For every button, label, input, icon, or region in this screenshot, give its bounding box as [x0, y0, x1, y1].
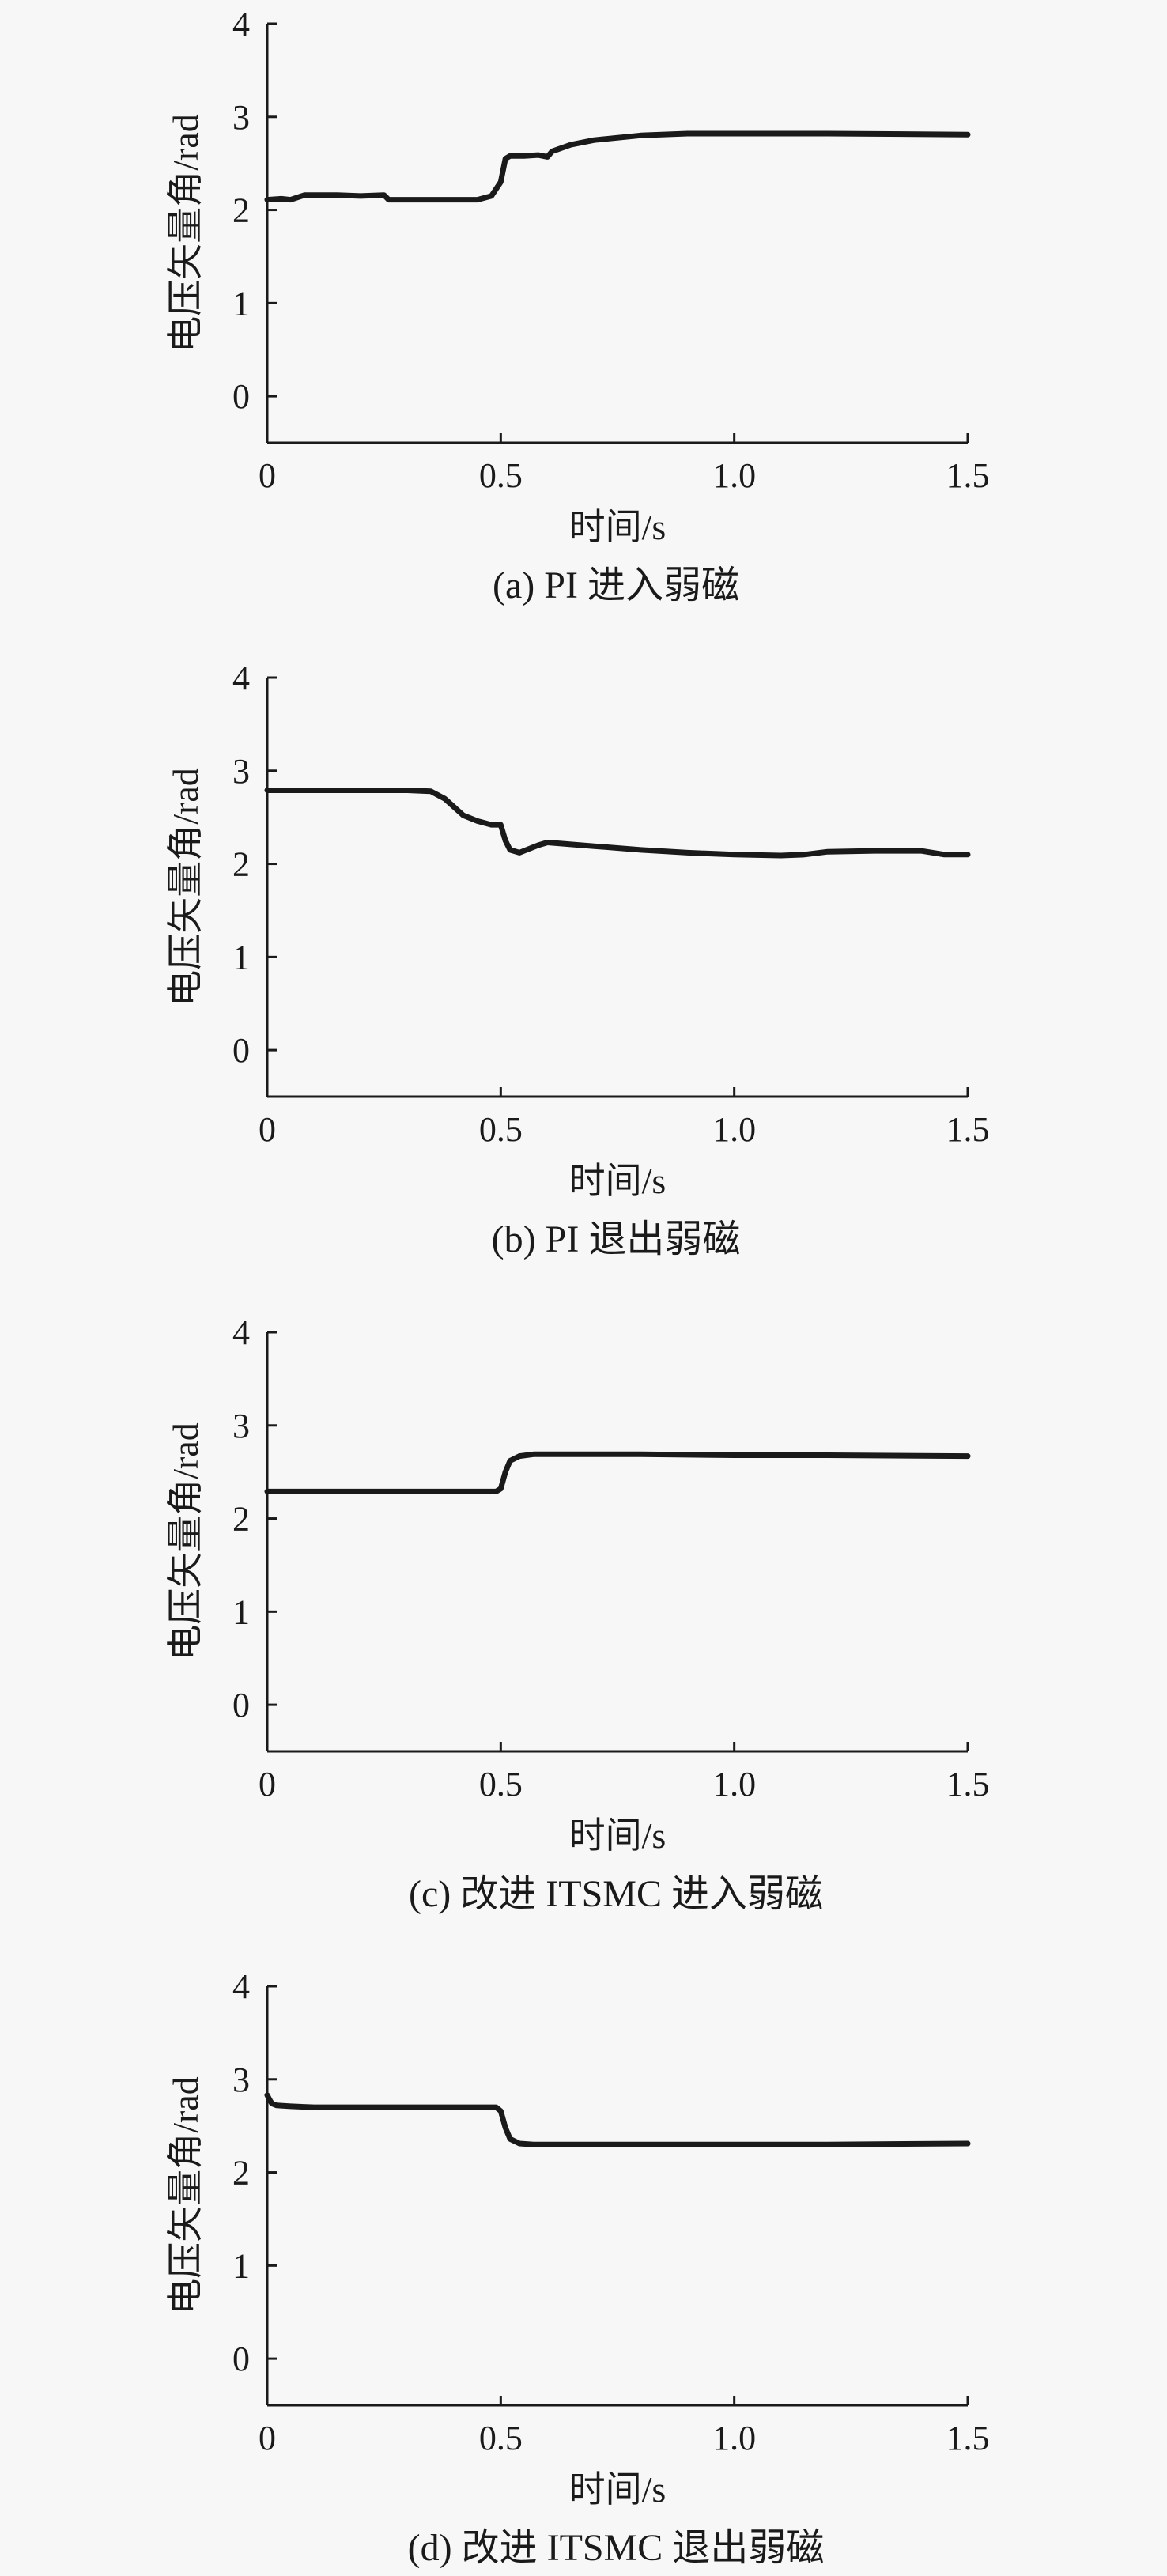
y-axis-label: 电压矢量角/rad	[165, 2076, 206, 2315]
x-tick-label: 0.5	[479, 1110, 523, 1149]
y-tick-label: 1	[232, 284, 250, 323]
x-tick-label: 1.0	[712, 2419, 756, 2457]
chart-panel-b: 0 1 2 3 4 0 0.5 1.0 1.5 时间/s 电压矢量角/rad (b) PI 退出弱磁	[165, 659, 990, 1260]
y-tick-label: 2	[232, 1500, 250, 1539]
x-tick-label: 1.5	[946, 1110, 990, 1149]
y-tick-label: 2	[232, 845, 250, 884]
y-tick-label: 4	[232, 659, 250, 697]
chart-panel-a: 0 1 2 3 4 0 0.5 1.0 1.5 时间/s 电压矢量角/rad (a) PI 进入弱磁	[165, 5, 990, 606]
x-tick-label: 1.0	[712, 456, 756, 495]
x-tick-label: 0	[259, 2419, 276, 2457]
y-tick-label: 4	[232, 1313, 250, 1352]
x-tick-label: 0	[259, 456, 276, 495]
chart-panel-c: 0 1 2 3 4 0 0.5 1.0 1.5 时间/s 电压矢量角/rad (c) 改进 ITSMC…	[165, 1313, 990, 1915]
y-tick-label: 3	[232, 2060, 250, 2099]
x-tick-label: 0	[259, 1765, 276, 1804]
y-tick-label: 4	[232, 5, 250, 43]
panel-caption: (b) PI 退出弱磁	[492, 1218, 741, 1260]
x-tick-label: 1.5	[946, 456, 990, 495]
x-tick-label: 1.5	[946, 2419, 990, 2457]
series-line	[264, 1451, 971, 1494]
panel-caption: (a) PI 进入弱磁	[493, 565, 739, 606]
y-tick-label: 3	[232, 98, 250, 137]
x-tick-label: 0	[259, 1110, 276, 1149]
y-tick-label: 1	[232, 2246, 250, 2285]
y-tick-label: 1	[232, 1592, 250, 1631]
series-line	[264, 2092, 971, 2147]
series-line	[264, 130, 971, 203]
y-tick-label: 0	[232, 2340, 250, 2378]
y-tick-label: 0	[232, 1686, 250, 1724]
y-tick-label: 2	[232, 2154, 250, 2193]
chart-panel-d: 0 1 2 3 4 0 0.5 1.0 1.5 时间/s 电压矢量角/rad (d) 改进 ITSMC…	[165, 1967, 990, 2569]
y-tick-label: 3	[232, 1407, 250, 1445]
x-tick-label: 0.5	[479, 1765, 523, 1804]
panel-caption: (d) 改进 ITSMC 退出弱磁	[408, 2527, 825, 2569]
y-tick-label: 3	[232, 752, 250, 791]
x-tick-label: 0.5	[479, 456, 523, 495]
y-axis-label: 电压矢量角/rad	[165, 114, 206, 353]
x-axis-label: 时间/s	[569, 2469, 667, 2510]
x-axis-label: 时间/s	[569, 1815, 667, 1856]
x-tick-label: 1.5	[946, 1765, 990, 1804]
y-tick-label: 2	[232, 191, 250, 230]
x-tick-label: 1.0	[712, 1765, 756, 1804]
x-axis-label: 时间/s	[569, 507, 667, 547]
y-axis-label: 电压矢量角/rad	[165, 1422, 206, 1661]
x-tick-label: 0.5	[479, 2419, 523, 2457]
x-tick-label: 1.0	[712, 1110, 756, 1149]
y-axis-label: 电压矢量角/rad	[165, 768, 206, 1007]
y-tick-label: 4	[232, 1967, 250, 2006]
y-tick-label: 0	[232, 1031, 250, 1070]
y-tick-label: 1	[232, 938, 250, 976]
panel-caption: (c) 改进 ITSMC 进入弱磁	[409, 1873, 823, 1915]
x-axis-label: 时间/s	[569, 1161, 667, 1201]
series-line	[264, 788, 971, 859]
y-tick-label: 0	[232, 377, 250, 416]
